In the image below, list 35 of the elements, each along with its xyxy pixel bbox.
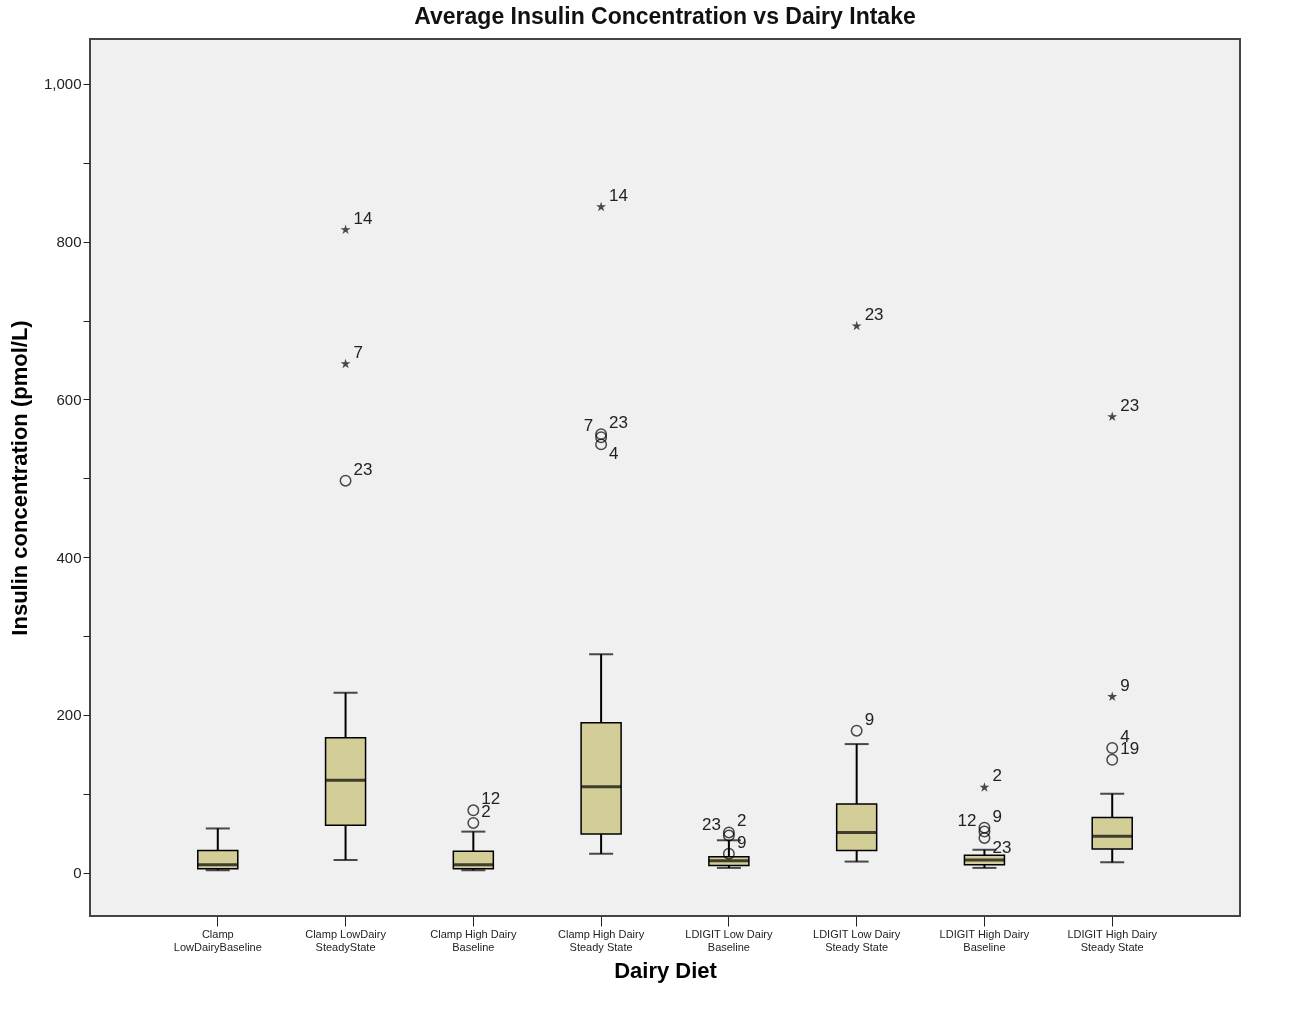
y-tick-label: 0 xyxy=(73,864,82,882)
annotation: 23 xyxy=(992,837,1012,857)
chart-title: Average Insulin Concentration vs Dairy Intake xyxy=(414,3,916,29)
annotation: 9 xyxy=(864,709,875,729)
y-axis-title: Insulin concentration (pmol/L) xyxy=(6,320,32,636)
x-tick-label: LDIGIT High Dairy Baseline xyxy=(939,927,1030,953)
annotation: 9 xyxy=(736,832,747,852)
x-tick-label: LDIGIT Low Dairy Baseline xyxy=(685,927,773,953)
annotation: 23 xyxy=(701,814,721,834)
y-tick-label: 800 xyxy=(56,233,82,251)
annotation: 23 xyxy=(1120,395,1140,415)
x-tick-label: Clamp LowDairy SteadyState xyxy=(305,927,387,953)
y-tick-label: 1,000 xyxy=(43,75,82,93)
annotation: 12 xyxy=(957,810,977,830)
annotation: 2 xyxy=(992,766,1002,786)
annotation: 14 xyxy=(353,208,373,228)
annotation: 14 xyxy=(609,185,629,205)
x-tick-label: LDIGIT High Dairy Steady State xyxy=(1067,927,1158,953)
annotation: 23 xyxy=(864,305,884,325)
y-tick-label: 200 xyxy=(56,706,82,724)
annotation: 2 xyxy=(736,811,747,831)
annotation: 4 xyxy=(609,444,619,464)
annotation: 7 xyxy=(583,416,594,436)
annotation: 23 xyxy=(353,459,373,479)
y-tick-label: 400 xyxy=(56,548,82,566)
x-tick-label: Clamp LowDairyBaseline xyxy=(173,927,262,953)
x-tick-label: Clamp High Dairy Steady State xyxy=(558,927,645,953)
x-axis-title: Dairy Diet xyxy=(614,957,718,983)
annotation: 9 xyxy=(992,806,1002,826)
annotation: 9 xyxy=(1120,675,1130,695)
annotation: 23 xyxy=(609,413,629,433)
x-tick-label: LDIGIT Low Dairy Steady State xyxy=(813,927,901,953)
annotation: 7 xyxy=(353,342,364,362)
x-tick-label: Clamp High Dairy Baseline xyxy=(430,927,517,953)
y-tick-label: 600 xyxy=(56,390,82,408)
